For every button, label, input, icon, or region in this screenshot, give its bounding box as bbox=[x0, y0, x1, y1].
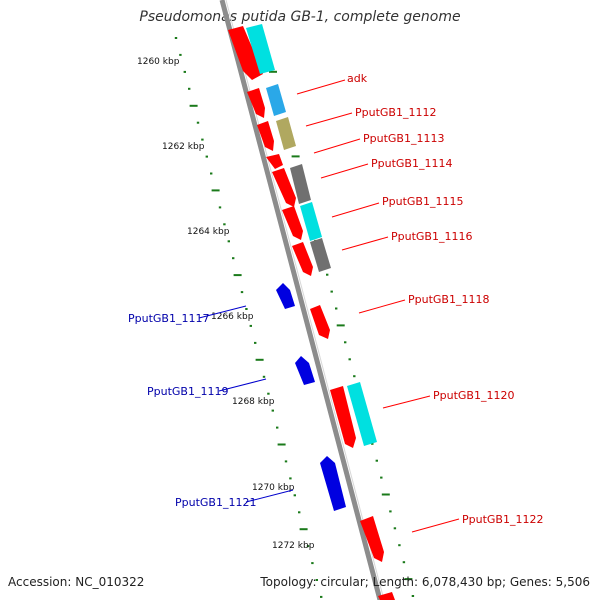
gene-forward[interactable] bbox=[360, 516, 384, 562]
gene-label-forward[interactable]: adk bbox=[347, 72, 368, 85]
gene-forward[interactable] bbox=[310, 305, 330, 339]
gene-label-reverse[interactable]: PputGB1_1117 bbox=[128, 312, 209, 325]
scale-labels: 1260 kbp 1262 kbp 1264 kbp 1266 kbp 1268… bbox=[137, 57, 315, 551]
cog-block bbox=[290, 164, 311, 204]
cog-block bbox=[347, 382, 377, 446]
scale-label: 1260 kbp bbox=[137, 57, 180, 67]
label-leader bbox=[245, 489, 294, 503]
reverse-gene-labels: PputGB1_1117 PputGB1_1119 PputGB1_1121 bbox=[128, 305, 294, 509]
gene-forward[interactable] bbox=[228, 26, 263, 80]
gene-forward[interactable] bbox=[247, 88, 265, 118]
gene-label-forward[interactable]: PputGB1_1112 bbox=[355, 106, 436, 119]
gene-label-reverse[interactable]: PputGB1_1119 bbox=[147, 385, 228, 398]
gene-label-forward[interactable]: PputGB1_1116 bbox=[391, 230, 472, 243]
gene-label-reverse[interactable]: PputGB1_1121 bbox=[175, 496, 256, 509]
cog-block bbox=[246, 24, 275, 74]
gene-forward[interactable] bbox=[378, 592, 395, 600]
tick-ring-inner bbox=[174, 37, 323, 598]
gene-forward[interactable] bbox=[272, 168, 296, 207]
cog-block bbox=[276, 117, 296, 150]
gene-label-forward[interactable]: PputGB1_1113 bbox=[363, 132, 444, 145]
label-leader bbox=[358, 299, 406, 314]
label-leader bbox=[411, 518, 460, 533]
gene-reverse[interactable] bbox=[295, 356, 315, 385]
forward-gene-labels: adk PputGB1_1112 PputGB1_1113 PputGB1_11… bbox=[296, 72, 543, 533]
label-leader bbox=[305, 112, 353, 127]
label-leader bbox=[331, 202, 380, 218]
cog-block bbox=[310, 238, 331, 272]
scale-label: 1266 kbp bbox=[211, 312, 254, 322]
cog-block bbox=[300, 202, 322, 241]
genome-summary: Topology: circular; Length: 6,078,430 bp… bbox=[260, 575, 590, 589]
label-leader bbox=[296, 79, 346, 95]
label-leader bbox=[218, 378, 267, 392]
gene-forward[interactable] bbox=[330, 386, 356, 448]
label-leader bbox=[198, 305, 247, 319]
reverse-genes bbox=[276, 283, 346, 511]
gene-reverse[interactable] bbox=[320, 456, 346, 511]
label-leader bbox=[313, 138, 361, 154]
gene-label-forward[interactable]: PputGB1_1120 bbox=[433, 389, 514, 402]
cog-blocks bbox=[246, 24, 377, 446]
genome-backbone-highlight bbox=[225, 0, 385, 600]
scale-label: 1268 kbp bbox=[232, 397, 275, 407]
accession-label: Accession: NC_010322 bbox=[8, 575, 145, 589]
gene-label-forward[interactable]: PputGB1_1118 bbox=[408, 293, 489, 306]
genome-backbone bbox=[219, 0, 383, 600]
scale-label: 1262 kbp bbox=[162, 142, 205, 152]
map-title: Pseudomonas putida GB-1, complete genome bbox=[139, 9, 461, 25]
gene-label-forward[interactable]: PputGB1_1122 bbox=[462, 513, 543, 526]
gene-label-forward[interactable]: PputGB1_1114 bbox=[371, 157, 452, 170]
gene-forward[interactable] bbox=[282, 206, 303, 240]
gene-label-forward[interactable]: PputGB1_1115 bbox=[382, 195, 463, 208]
scale-label: 1272 kbp bbox=[272, 541, 315, 551]
cog-block bbox=[266, 84, 286, 116]
forward-genes bbox=[228, 26, 395, 600]
label-leader bbox=[382, 395, 431, 409]
label-leader bbox=[341, 236, 389, 251]
gene-reverse[interactable] bbox=[276, 283, 295, 309]
label-leader bbox=[320, 163, 369, 179]
gene-forward[interactable] bbox=[292, 242, 313, 276]
gene-forward[interactable] bbox=[266, 154, 283, 169]
gene-forward[interactable] bbox=[257, 121, 274, 151]
scale-label: 1270 kbp bbox=[252, 483, 295, 493]
scale-label: 1264 kbp bbox=[187, 227, 230, 237]
